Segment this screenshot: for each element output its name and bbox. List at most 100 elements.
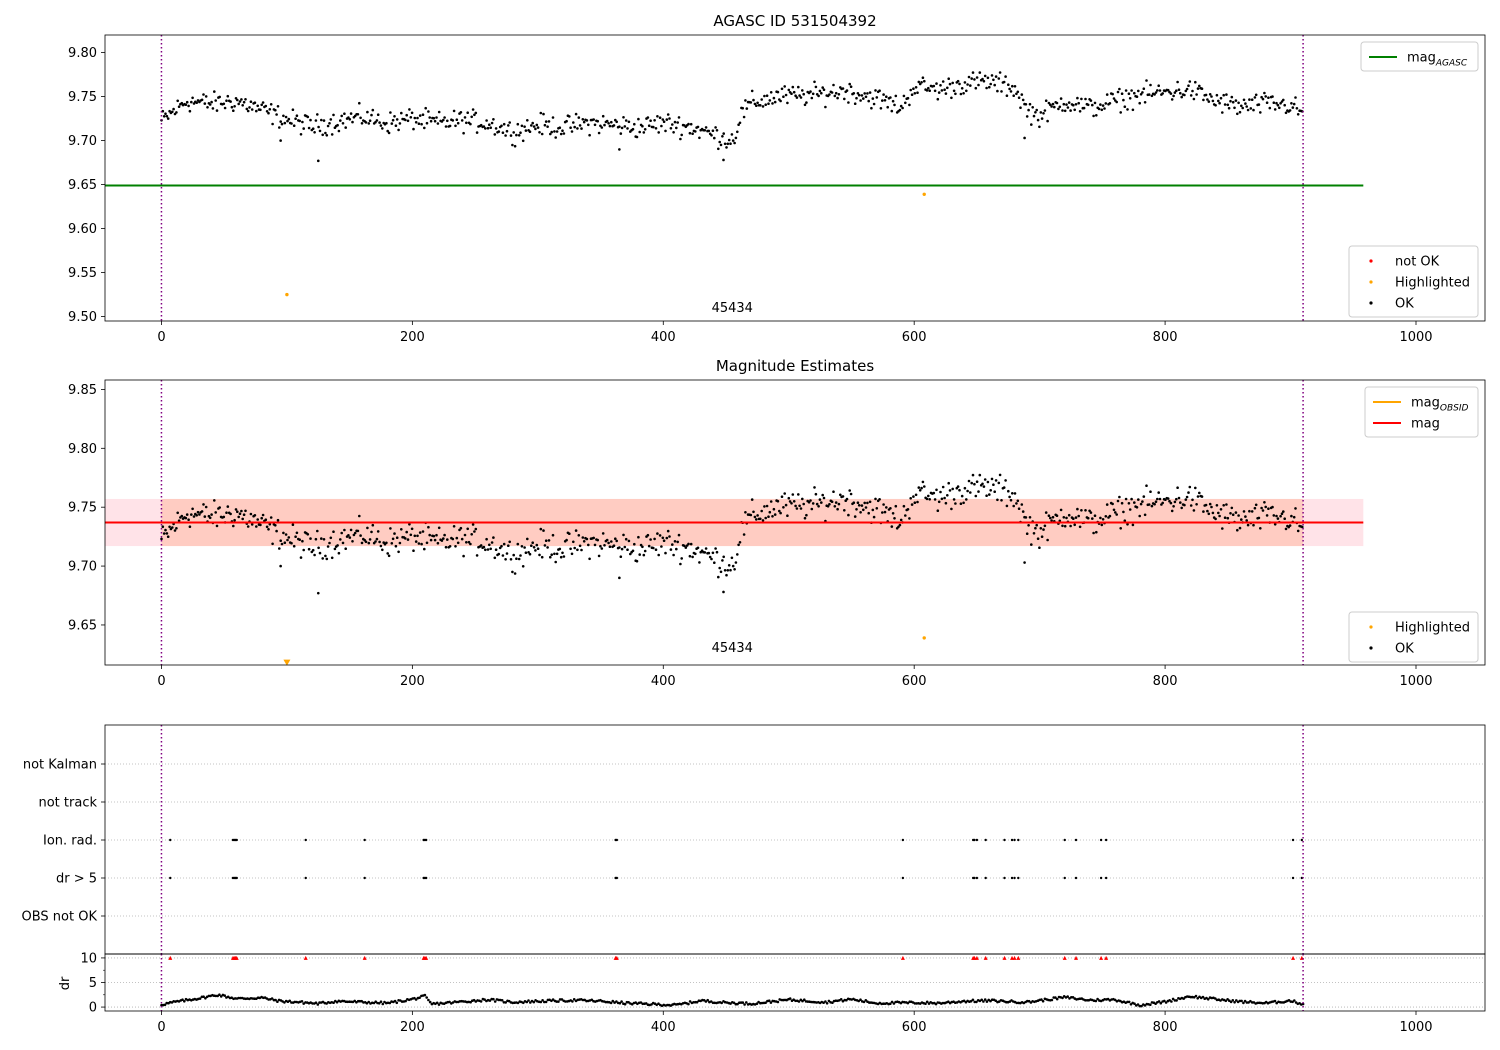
- ok-point: [962, 92, 965, 95]
- dr-point: [527, 999, 530, 1002]
- ok-point: [818, 89, 822, 93]
- dr-point: [539, 1000, 543, 1004]
- ok-point: [1039, 527, 1043, 530]
- x-tick-label: 400: [651, 674, 676, 689]
- ok-point: [540, 555, 544, 559]
- ok-point: [722, 590, 725, 594]
- ok-point: [267, 111, 270, 115]
- ok-point: [1065, 103, 1068, 106]
- dr-point: [1094, 999, 1098, 1003]
- ok-point: [397, 550, 400, 554]
- ok-point: [204, 505, 208, 509]
- dr-point: [1066, 995, 1069, 998]
- ok-point: [624, 119, 628, 122]
- ok-point: [928, 498, 931, 501]
- ok-point: [1263, 501, 1266, 504]
- dr-point: [1243, 999, 1247, 1003]
- ok-point: [1076, 507, 1079, 511]
- ok-point: [1187, 491, 1190, 494]
- dr-point: [1194, 994, 1198, 998]
- ok-point: [196, 510, 200, 514]
- ok-point: [1294, 507, 1297, 510]
- ok-point: [1067, 513, 1071, 517]
- ok-point: [783, 492, 786, 495]
- ok-point: [867, 99, 870, 103]
- x-tick-label: 800: [1153, 674, 1178, 689]
- ok-point: [374, 540, 377, 543]
- ok-point: [375, 537, 379, 541]
- ok-point: [654, 548, 658, 551]
- ok-point: [1058, 105, 1062, 109]
- ok-point: [1027, 108, 1030, 112]
- ok-point: [849, 85, 853, 88]
- ok-point: [202, 93, 205, 96]
- ok-point: [1105, 503, 1109, 506]
- ok-point: [920, 81, 923, 84]
- ok-point: [1061, 109, 1064, 112]
- ok-point: [509, 558, 513, 561]
- dr-point: [493, 1000, 497, 1003]
- ok-point: [860, 94, 864, 97]
- ok-point: [641, 545, 644, 549]
- ok-point: [811, 502, 815, 505]
- legend-label: OK: [1395, 297, 1414, 312]
- ok-point: [505, 129, 509, 133]
- ok-point: [250, 523, 254, 526]
- ok-point: [1139, 93, 1143, 96]
- ok-point: [555, 552, 559, 556]
- ok-point: [1008, 495, 1011, 499]
- ok-point: [160, 537, 163, 541]
- ok-point: [1157, 491, 1160, 494]
- dr-point: [925, 1000, 929, 1004]
- ok-point: [734, 561, 738, 564]
- ok-point: [1179, 91, 1182, 95]
- flag-point: [363, 876, 366, 880]
- ok-point: [626, 127, 629, 130]
- ok-point: [547, 539, 551, 542]
- ok-point: [710, 557, 713, 561]
- ok-point: [981, 77, 984, 81]
- ok-point: [284, 115, 288, 119]
- ok-point: [1112, 508, 1116, 512]
- ok-point: [414, 121, 418, 124]
- ok-point: [274, 524, 277, 527]
- ok-point: [387, 131, 391, 135]
- ok-point: [165, 114, 169, 118]
- ok-point: [550, 130, 553, 134]
- ok-point: [1275, 101, 1278, 105]
- ok-point: [1219, 508, 1223, 511]
- ok-point: [542, 112, 545, 116]
- ok-point: [952, 498, 956, 501]
- ok-point: [939, 490, 942, 494]
- ok-point: [950, 507, 953, 511]
- ok-point: [400, 528, 403, 531]
- y-tick-label: 9.85: [68, 383, 97, 398]
- ok-point: [662, 539, 666, 542]
- ok-point: [627, 539, 631, 543]
- ok-point: [554, 136, 557, 139]
- ok-point: [351, 540, 354, 543]
- ok-point: [462, 131, 465, 135]
- ok-point: [176, 99, 179, 103]
- ok-point: [367, 541, 371, 545]
- ok-point: [910, 93, 914, 96]
- dr-point: [1170, 1000, 1173, 1003]
- ok-point: [1284, 527, 1288, 531]
- ok-point: [1254, 503, 1258, 507]
- ok-point: [570, 552, 574, 556]
- ok-point: [1292, 515, 1296, 519]
- dr-point: [1224, 999, 1228, 1003]
- ok-point: [872, 515, 876, 519]
- offscale-marker: [283, 659, 291, 666]
- ok-point: [374, 120, 377, 124]
- ok-point: [788, 500, 792, 503]
- ok-point: [238, 100, 242, 103]
- ok-point: [1141, 91, 1144, 94]
- ok-point: [364, 121, 368, 124]
- ok-point: [717, 575, 720, 579]
- flag-point: [424, 876, 428, 880]
- ok-point: [1295, 107, 1299, 110]
- ok-point: [1009, 498, 1013, 502]
- ok-point: [1038, 125, 1041, 129]
- ok-point: [1046, 119, 1049, 123]
